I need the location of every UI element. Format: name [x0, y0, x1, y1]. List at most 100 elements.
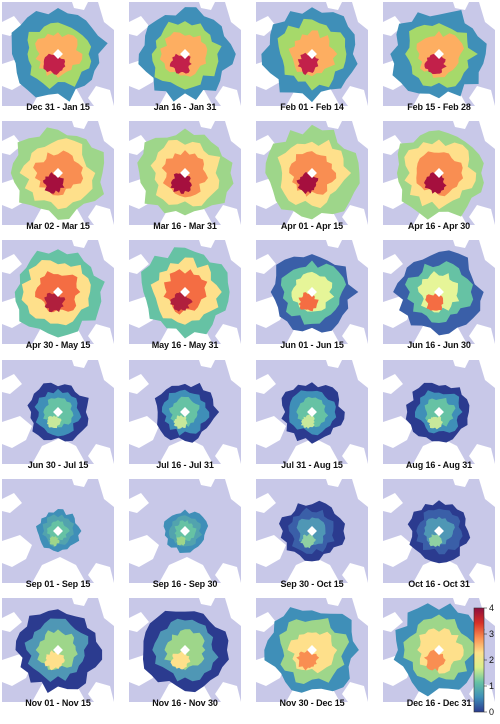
land-mass: [199, 360, 215, 368]
ice-zone-thick: [170, 650, 191, 670]
land-mass: [342, 682, 368, 702]
ice-zone-thick: [424, 53, 447, 74]
map-panel: Mar 02 - Mar 15: [2, 121, 114, 233]
land-mass: [383, 493, 403, 513]
land-mass: [453, 360, 469, 368]
land-mass: [225, 360, 241, 388]
land-mass: [326, 240, 342, 248]
land-mass: [88, 563, 114, 583]
land-mass: [129, 416, 159, 448]
colorbar-ticks: 0 1 2 3 4: [484, 603, 494, 717]
land-mass: [2, 135, 22, 155]
arctic-map: [383, 479, 495, 583]
map-panel: Sep 30 - Oct 15: [256, 479, 368, 591]
land-mass: [352, 479, 368, 507]
period-label: Apr 01 - Apr 15: [280, 221, 344, 231]
pole-hole-marker: [53, 645, 63, 655]
ice-zone-thick: [169, 53, 192, 74]
period-label: Sep 01 - Sep 15: [25, 579, 91, 589]
land-mass: [383, 16, 403, 36]
land-mass: [352, 598, 368, 626]
map-panel: May 16 - May 31: [129, 240, 241, 352]
land-mass: [286, 557, 340, 583]
land-mass: [383, 416, 413, 448]
land-mass: [469, 444, 495, 464]
ice-zone-thick: [173, 415, 188, 429]
ice-zone-thick: [300, 414, 315, 429]
land-mass: [88, 444, 114, 464]
land-mass: [453, 479, 469, 487]
land-mass: [469, 563, 495, 583]
arctic-map: [383, 360, 495, 464]
map-panel: Oct 16 - Oct 31: [383, 479, 495, 591]
land-mass: [413, 557, 467, 583]
arctic-map: [256, 2, 368, 106]
arctic-map: [129, 240, 241, 344]
land-mass: [72, 121, 88, 129]
land-mass: [326, 598, 342, 606]
period-label: Sep 30 - Oct 15: [280, 579, 344, 589]
arctic-map: [383, 240, 495, 344]
land-mass: [72, 240, 88, 248]
land-mass: [469, 86, 495, 106]
ice-zone-thick: [42, 172, 65, 194]
land-mass: [342, 205, 368, 225]
ice-zone-thick: [428, 534, 443, 547]
period-label: Apr 30 - May 15: [25, 340, 91, 350]
period-label: Jun 16 - Jun 30: [407, 340, 471, 350]
land-mass: [88, 86, 114, 106]
land-mass: [72, 2, 88, 10]
colorbar-tick-label: 2: [489, 655, 494, 665]
land-mass: [129, 254, 149, 274]
period-label: Nov 30 - Dec 15: [279, 698, 345, 708]
land-mass: [98, 2, 114, 30]
map-panel: Feb 15 - Feb 28: [383, 2, 495, 114]
pole-hole-marker: [180, 645, 190, 655]
land-mass: [215, 563, 241, 583]
arctic-map: [256, 121, 368, 225]
land-mass: [2, 493, 22, 513]
land-mass: [326, 479, 342, 487]
land-mass: [256, 254, 276, 274]
arctic-map: [129, 121, 241, 225]
land-mass: [256, 535, 286, 567]
land-mass: [342, 86, 368, 106]
period-label: Feb 01 - Feb 14: [280, 102, 344, 112]
map-panel: Feb 01 - Feb 14: [256, 2, 368, 114]
land-mass: [256, 493, 276, 513]
arctic-map: [383, 121, 495, 225]
land-mass: [32, 557, 86, 583]
land-mass: [479, 240, 495, 268]
land-mass: [256, 16, 276, 36]
land-mass: [2, 612, 22, 632]
period-label: Jun 30 - Jul 15: [27, 460, 89, 470]
ice-zone-thick: [424, 172, 447, 194]
arctic-map: [129, 598, 241, 702]
arctic-map: [383, 2, 495, 106]
period-label: Dec 31 - Jan 15: [26, 102, 90, 112]
land-mass: [479, 2, 495, 30]
map-panel: Jul 16 - Jul 31: [129, 360, 241, 472]
land-mass: [342, 444, 368, 464]
land-mass: [2, 16, 22, 36]
land-mass: [383, 535, 413, 567]
land-mass: [129, 374, 149, 394]
arctic-map: [256, 360, 368, 464]
period-label: Mar 02 - Mar 15: [26, 221, 90, 231]
ice-zone-thick: [425, 293, 444, 311]
land-mass: [129, 16, 149, 36]
map-panel: Apr 30 - May 15: [2, 240, 114, 352]
land-mass: [342, 563, 368, 583]
land-mass: [88, 682, 114, 702]
land-mass: [199, 240, 215, 248]
land-mass: [326, 121, 342, 129]
land-mass: [215, 324, 241, 344]
period-label: Jan 16 - Jan 31: [153, 102, 217, 112]
land-mass: [256, 416, 286, 448]
land-mass: [326, 2, 342, 10]
map-panel: Dec 31 - Jan 15: [2, 2, 114, 114]
map-panel: Mar 16 - Mar 31: [129, 121, 241, 233]
pole-hole-marker: [434, 645, 444, 655]
land-mass: [256, 612, 276, 632]
ice-zone-thick: [296, 172, 319, 195]
